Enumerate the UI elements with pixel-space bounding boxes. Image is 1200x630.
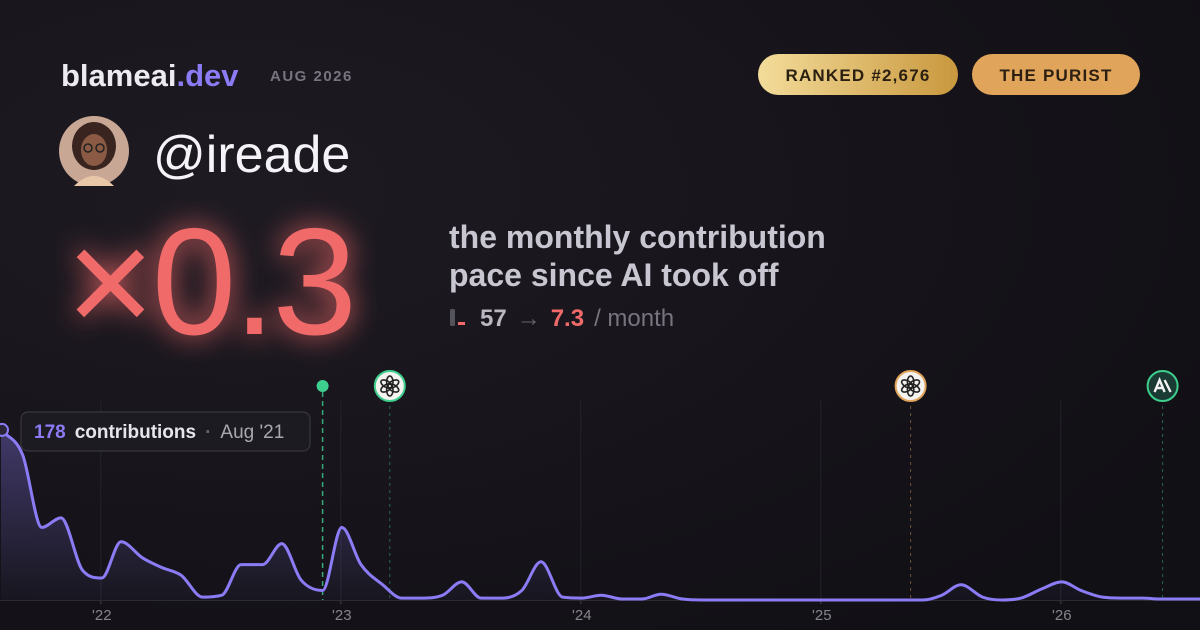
period: AUG 2026 [270, 68, 353, 85]
brand: blameai.dev [61, 58, 239, 93]
pace: 57 → 7.3 / month [480, 305, 674, 332]
event-icon [380, 375, 400, 397]
x-tick-label: '26 [1052, 607, 1072, 624]
brand-tld: .dev [176, 58, 239, 93]
x-tick-label: '25 [812, 607, 832, 624]
tooltip-text: 178 contributions · Aug '21 [34, 422, 284, 443]
badge [972, 54, 1140, 95]
pace-icon [450, 309, 465, 326]
event-marker [894, 370, 927, 402]
pace-before: 57 [480, 305, 507, 332]
event-marker [373, 370, 406, 402]
area [1, 429, 1200, 601]
avatar [59, 116, 129, 186]
x-tick-label: '22 [92, 607, 112, 624]
x-tick-label: '24 [572, 607, 592, 624]
handle: @ireade [153, 126, 350, 184]
tooltip [20, 411, 311, 452]
line [0, 428, 1200, 602]
event-icon [900, 375, 921, 397]
tooltip-value: 178 [34, 422, 66, 443]
peak-marker [0, 422, 9, 437]
badge-label: RANKED #2,676 [785, 66, 930, 85]
brand-name: blameai [61, 58, 176, 93]
description: pace since AI took off [449, 257, 779, 293]
multiplier: ×0.3 [66, 197, 354, 367]
tooltip-label: contributions [75, 422, 196, 443]
badge [758, 54, 958, 95]
tooltip-sep: · [205, 422, 211, 443]
pace-unit: / month [594, 305, 674, 332]
pace-after: 7.3 [551, 305, 584, 332]
event-dot [316, 380, 329, 392]
x-tick-label: '23 [332, 607, 352, 624]
chart: '22 '23 '24 '25 '26 178 contributions · Aug '21 [0, 370, 1200, 624]
pace-arrow: → [517, 305, 541, 332]
tooltip-date: Aug '21 [220, 422, 284, 443]
badge-label: THE PURIST [999, 66, 1112, 85]
icon-petal [380, 379, 393, 389]
icon-petal [900, 379, 914, 389]
event-icon [1153, 376, 1172, 393]
description: the monthly contribution [449, 219, 826, 255]
